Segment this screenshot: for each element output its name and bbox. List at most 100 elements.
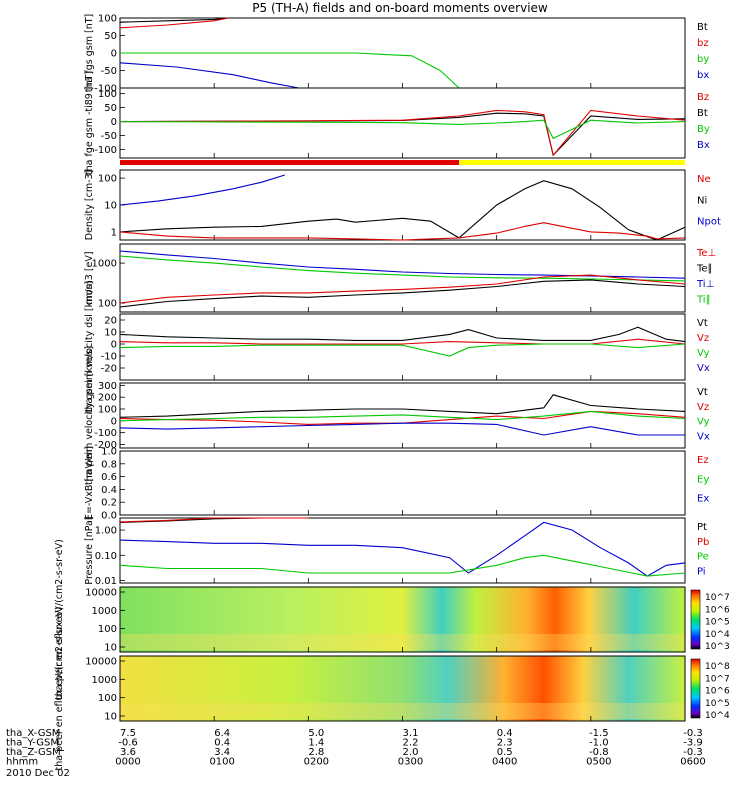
orbit-row-label: tha_Y-GSM bbox=[6, 738, 59, 749]
legend-entry: Te⊥ bbox=[696, 248, 716, 259]
series-line-vt bbox=[119, 326, 686, 343]
legend-entry: Ey bbox=[697, 474, 709, 485]
series-line-by bbox=[120, 52, 460, 89]
orbit-value: 0300 bbox=[398, 757, 423, 768]
series-line-bx bbox=[119, 62, 299, 89]
y-tick-label: 10 bbox=[104, 712, 117, 723]
y-tick-label: 100 bbox=[98, 624, 117, 635]
legend-entry: Ti⊥ bbox=[696, 279, 714, 290]
y-tick-label: 0.6 bbox=[101, 472, 117, 483]
mode-bar-yellow bbox=[459, 160, 685, 165]
legend-entry: Te∥ bbox=[696, 264, 713, 275]
orbit-value: 2.2 bbox=[403, 738, 419, 749]
series-line-pb bbox=[119, 517, 309, 523]
y-tick-label: 1000 bbox=[92, 606, 117, 617]
series-line-ni bbox=[119, 180, 686, 241]
legend-entry: Vy bbox=[697, 417, 710, 428]
colorbar-tick-label: 10^7 bbox=[705, 674, 730, 684]
legend-entry: Bx bbox=[697, 140, 710, 151]
y-tick-label: 100 bbox=[98, 299, 117, 310]
colorbar-tick-label: 10^4 bbox=[705, 711, 730, 721]
spectrogram-band bbox=[120, 634, 685, 650]
panel-frame bbox=[119, 382, 686, 449]
orbit-value: 6.4 bbox=[214, 728, 230, 739]
orbit-value: 0400 bbox=[492, 757, 517, 768]
y-tick-label: 300 bbox=[98, 381, 117, 392]
y-tick-label: 10 bbox=[104, 201, 117, 212]
y-tick-label: 1 bbox=[111, 227, 117, 238]
y-axis-label: tha peim velocity gsm [km/s] bbox=[84, 346, 95, 485]
legend-entry: Vt bbox=[697, 318, 708, 329]
series-line-npot bbox=[119, 174, 285, 206]
orbit-value: 3.6 bbox=[120, 747, 136, 758]
orbit-value: 0.4 bbox=[214, 738, 230, 749]
y-tick-label: 0.10 bbox=[95, 551, 117, 562]
y-tick-label: 0.2 bbox=[101, 498, 117, 509]
y-axis-label: mom3 [eV] bbox=[84, 251, 95, 304]
y-tick-label: 0 bbox=[111, 49, 117, 60]
series-line-te⊥ bbox=[119, 274, 686, 304]
series-line-vt bbox=[119, 394, 686, 418]
y-tick-label: 50 bbox=[104, 103, 117, 114]
legend-entry: Vz bbox=[697, 402, 709, 413]
orbit-value: 1.4 bbox=[308, 738, 324, 749]
y-tick-label: 1.0 bbox=[101, 447, 117, 458]
series-line-by bbox=[119, 119, 686, 140]
y-tick-label: -100 bbox=[94, 428, 117, 439]
y-tick-label: 10000 bbox=[85, 588, 117, 599]
orbit-value: 0200 bbox=[304, 757, 329, 768]
orbit-value: -0.3 bbox=[683, 747, 703, 758]
orbit-value: 0100 bbox=[209, 757, 234, 768]
legend-entry: Ne bbox=[697, 174, 711, 185]
orbit-value: -3.9 bbox=[683, 738, 703, 749]
orbit-value: 2.0 bbox=[403, 747, 419, 758]
series-line-ne bbox=[119, 222, 686, 241]
colorbar-tick-label: 10^5 bbox=[705, 699, 730, 709]
series-line-pe bbox=[119, 554, 686, 577]
legend-entry: Vx bbox=[697, 363, 710, 374]
series-line-ti⊥ bbox=[119, 250, 686, 279]
y-tick-label: 50 bbox=[104, 31, 117, 42]
orbit-value: 2.8 bbox=[308, 747, 324, 758]
orbit-row-label: tha_Z-GSM bbox=[6, 747, 61, 758]
series-line-bt bbox=[119, 17, 229, 23]
legend-entry: Pb bbox=[697, 537, 709, 548]
y-tick-label: -50 bbox=[101, 131, 117, 142]
panel-frame bbox=[119, 169, 686, 241]
figure-title: P5 (TH-A) fields and on-board moments ov… bbox=[252, 1, 548, 15]
panel-9: 10^7 10^6 10^5 10^4 10^3 10000 1000 100 10 tha pe… bbox=[54, 539, 730, 700]
series-line-vx bbox=[119, 422, 685, 436]
orbit-value: 0.5 bbox=[497, 747, 513, 758]
colorbar-tick-label: 10^5 bbox=[705, 618, 730, 628]
orbit-row-label: hhmm bbox=[6, 757, 38, 768]
orbit-value: 0000 bbox=[115, 757, 140, 768]
y-tick-label: 10 bbox=[104, 643, 117, 654]
y-tick-label: 0 bbox=[111, 340, 117, 351]
series-line-bt bbox=[119, 112, 686, 157]
series-line-bz bbox=[119, 109, 686, 157]
colorbar-tick-label: 10^8 bbox=[705, 662, 730, 672]
orbit-value: -0.8 bbox=[589, 747, 609, 758]
series-line-vy bbox=[119, 343, 686, 357]
series-line-vz bbox=[119, 410, 686, 425]
y-tick-label: 10000 bbox=[85, 657, 117, 668]
panel-7: 1.00.8 0.6 0.4 0.2 0.0 E=-VxB [mV/m] Ez Ey Ex bbox=[84, 446, 709, 522]
colorbar-tick-label: 10^7 bbox=[705, 593, 730, 603]
colorbar bbox=[690, 658, 701, 719]
legend-entry: Vz bbox=[697, 333, 709, 344]
legend-entry: By bbox=[697, 124, 710, 135]
y-axis-label: tha peer en eflux eV/(cm2-s-sr-eV) bbox=[54, 607, 65, 771]
y-axis-label: tha peim velocity dsl [km/s] bbox=[84, 281, 95, 413]
mode-bar-red bbox=[120, 160, 459, 165]
y-tick-label: 20 bbox=[104, 316, 117, 327]
y-tick-label: 100 bbox=[98, 89, 117, 100]
colorbar bbox=[690, 589, 701, 650]
series-line-pi bbox=[119, 521, 686, 577]
y-tick-label: 100 bbox=[98, 14, 117, 25]
series-line-ti∥ bbox=[119, 255, 686, 282]
